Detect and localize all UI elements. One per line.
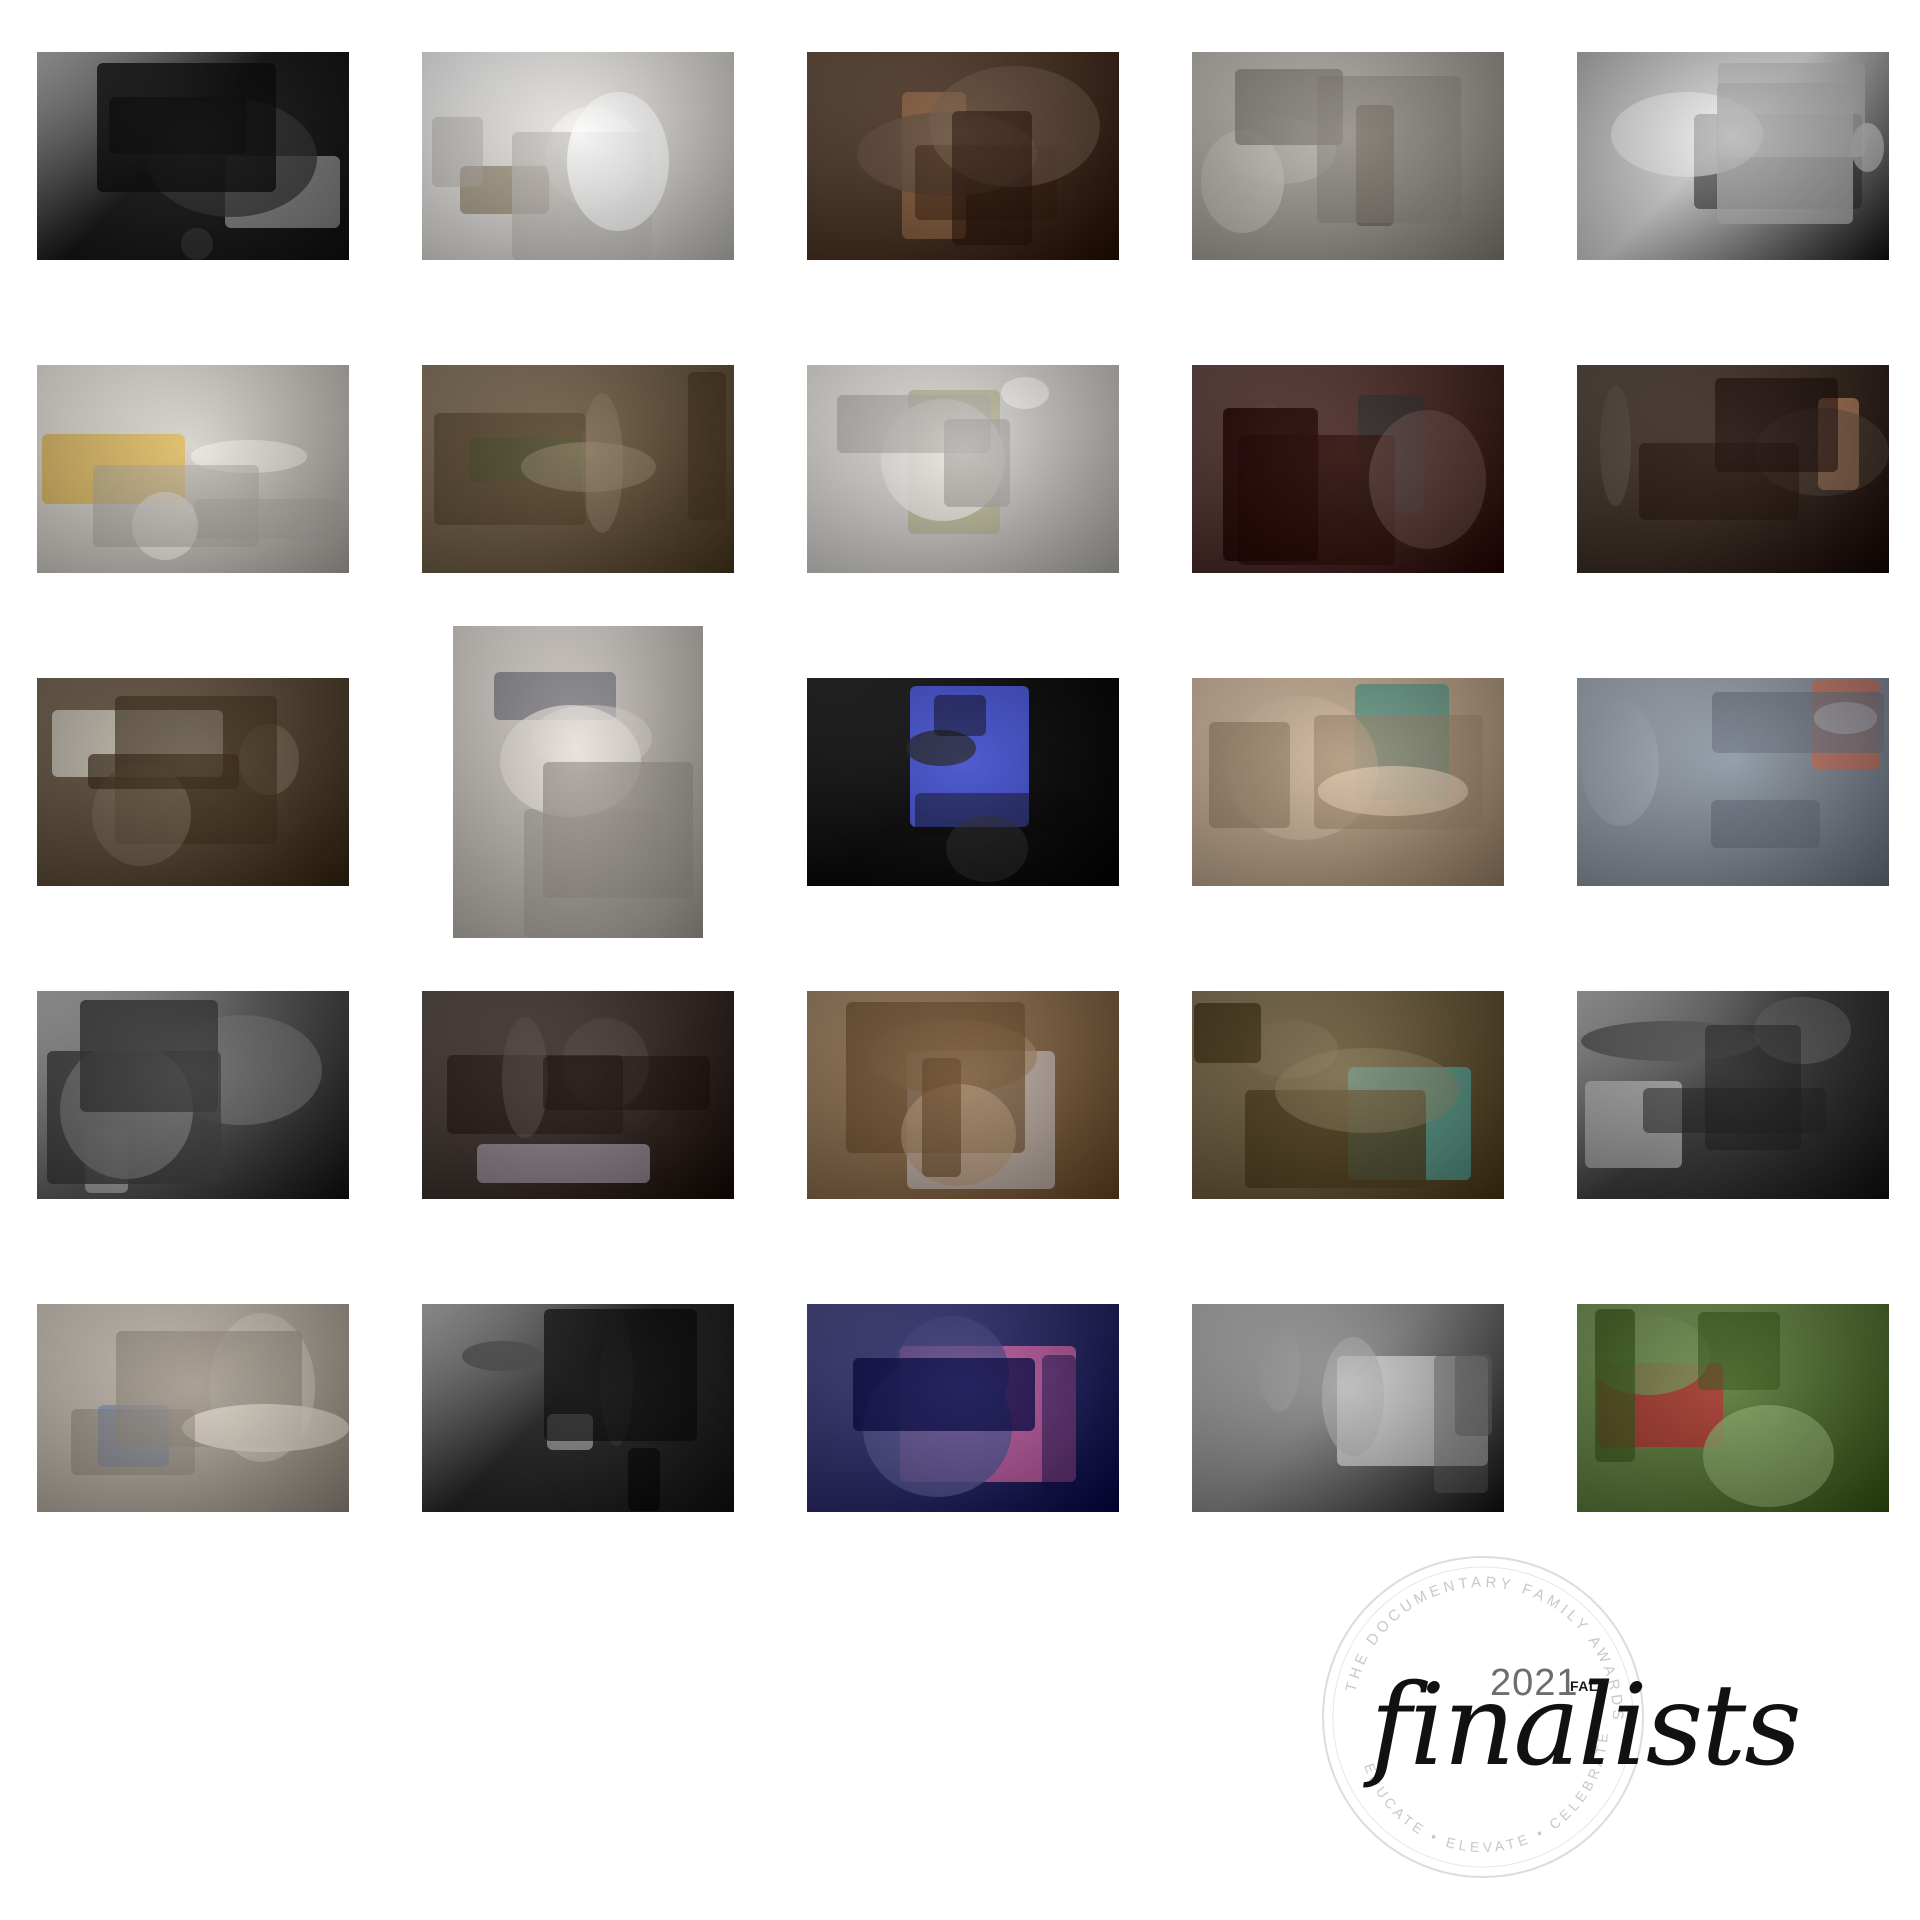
photo-shape	[431, 117, 484, 187]
photo-shape	[1813, 702, 1878, 734]
photo-shape	[1753, 997, 1852, 1064]
photo-shape	[462, 1340, 542, 1372]
award-seal: THE DOCUMENTARY FAMILY AWARDS EDUCATE • …	[1322, 1556, 1644, 1878]
gallery-photo-girl-in-doorway[interactable]	[807, 365, 1119, 573]
finalists-title: 2021 FALL finalists	[1370, 1650, 1830, 1810]
photo-shape	[1595, 1309, 1635, 1463]
photo-shape	[93, 464, 259, 547]
title-year: 2021	[1490, 1662, 1579, 1704]
photo-shape	[1705, 1024, 1802, 1151]
photo-shape	[943, 419, 1010, 508]
photo-shape	[502, 1017, 549, 1138]
photo-shape	[543, 1055, 710, 1110]
photo-shape	[476, 1144, 651, 1184]
photo-shape	[1200, 129, 1285, 234]
photo-shape	[1209, 721, 1291, 829]
gallery-photo-messy-living-room-sofa[interactable]	[807, 52, 1119, 260]
photo-shape	[521, 442, 657, 492]
photo-shape	[1714, 377, 1838, 472]
gallery-photo-silhouette-window[interactable]	[422, 1304, 734, 1512]
gallery-photo-father-and-child-couch[interactable]	[37, 991, 349, 1199]
photo-shape	[946, 815, 1029, 883]
gallery-photo-light-painting-night[interactable]	[807, 678, 1119, 886]
photo-shape	[1000, 377, 1049, 409]
gallery-photo-child-toilet-paper[interactable]	[1192, 678, 1504, 886]
gallery-photo-child-crying-car[interactable]	[422, 991, 734, 1199]
photo-shape	[542, 761, 694, 898]
gallery-photo-toddler-at-door[interactable]	[37, 678, 349, 886]
photo-shape	[921, 1057, 961, 1177]
gallery-photo-child-and-adult-legs[interactable]	[1192, 1304, 1504, 1512]
photo-shape	[1600, 385, 1631, 506]
photo-shape	[543, 1309, 697, 1441]
gallery-photo-kid-with-hose-grass[interactable]	[1577, 1304, 1889, 1512]
gallery-photo-kid-jumping-on-couch[interactable]	[37, 365, 349, 573]
gallery-photo-kids-in-doorways[interactable]	[37, 1304, 349, 1512]
photo-shape	[1244, 1089, 1426, 1188]
photo-shape	[182, 1403, 349, 1453]
photo-shape	[1434, 1355, 1489, 1494]
photo-shape	[1702, 1404, 1834, 1507]
gallery-photo-inside-hot-air-balloon[interactable]	[807, 1304, 1119, 1512]
title-season: FALL	[1570, 1678, 1607, 1694]
gallery-photo-woman-in-bed-laptop[interactable]	[1577, 365, 1889, 573]
gallery-photo-mother-nursing[interactable]	[453, 626, 703, 938]
photo-shape	[1274, 1048, 1460, 1133]
photo-shape	[1455, 1354, 1493, 1436]
photo-shape	[906, 729, 976, 767]
photo-shape	[1317, 766, 1469, 816]
gallery-photo-child-on-bunk-bed[interactable]	[422, 52, 734, 260]
gallery-photo-mother-and-child-window[interactable]	[1192, 52, 1504, 260]
photo-shape	[687, 372, 726, 520]
photo-shape	[1223, 407, 1318, 562]
gallery-photo-blanket-on-bed[interactable]	[807, 991, 1119, 1199]
photo-gallery	[37, 52, 1889, 1512]
title-word: finalists	[1370, 1661, 1802, 1791]
photo-shape	[87, 754, 240, 790]
photo-shape	[80, 999, 219, 1113]
photo-shape	[627, 1448, 660, 1512]
seal-outer-ring	[1322, 1556, 1644, 1878]
photo-shape	[1697, 1311, 1781, 1391]
gallery-photo-child-by-pool-palms[interactable]	[1192, 991, 1504, 1199]
photo-shape	[914, 793, 1082, 836]
gallery-photo-family-eating-on-sofa[interactable]	[422, 365, 734, 573]
photo-shape	[1322, 1336, 1385, 1457]
photo-shape	[1710, 800, 1821, 848]
photo-shape	[1369, 410, 1487, 549]
photo-shape	[1712, 692, 1884, 754]
photo-shape	[70, 1409, 196, 1476]
photo-shape	[1258, 1315, 1300, 1413]
photo-shape	[852, 1358, 1035, 1431]
photo-shape	[1581, 1020, 1761, 1062]
seal-inner-ring	[1332, 1566, 1634, 1868]
photo-shape	[933, 694, 987, 736]
gallery-photo-pile-of-devices[interactable]	[1192, 365, 1504, 573]
photo-shape	[1193, 1002, 1262, 1063]
photo-shape	[1716, 82, 1854, 224]
gallery-photo-kids-watching-tv[interactable]	[1577, 991, 1889, 1199]
photo-shape	[951, 110, 1032, 246]
gallery-photo-girl-jumping-beach[interactable]	[1577, 678, 1889, 886]
photo-shape	[1041, 1355, 1077, 1490]
gallery-photo-dark-hallway-door[interactable]	[37, 52, 349, 260]
photo-shape	[1643, 1088, 1827, 1134]
photo-shape	[1580, 699, 1660, 827]
photo-shape	[97, 63, 276, 192]
gallery-photo-bathroom-family[interactable]	[1577, 52, 1889, 260]
photo-shape	[1234, 69, 1344, 145]
photo-shape	[181, 227, 214, 260]
photo-shape	[567, 91, 669, 232]
